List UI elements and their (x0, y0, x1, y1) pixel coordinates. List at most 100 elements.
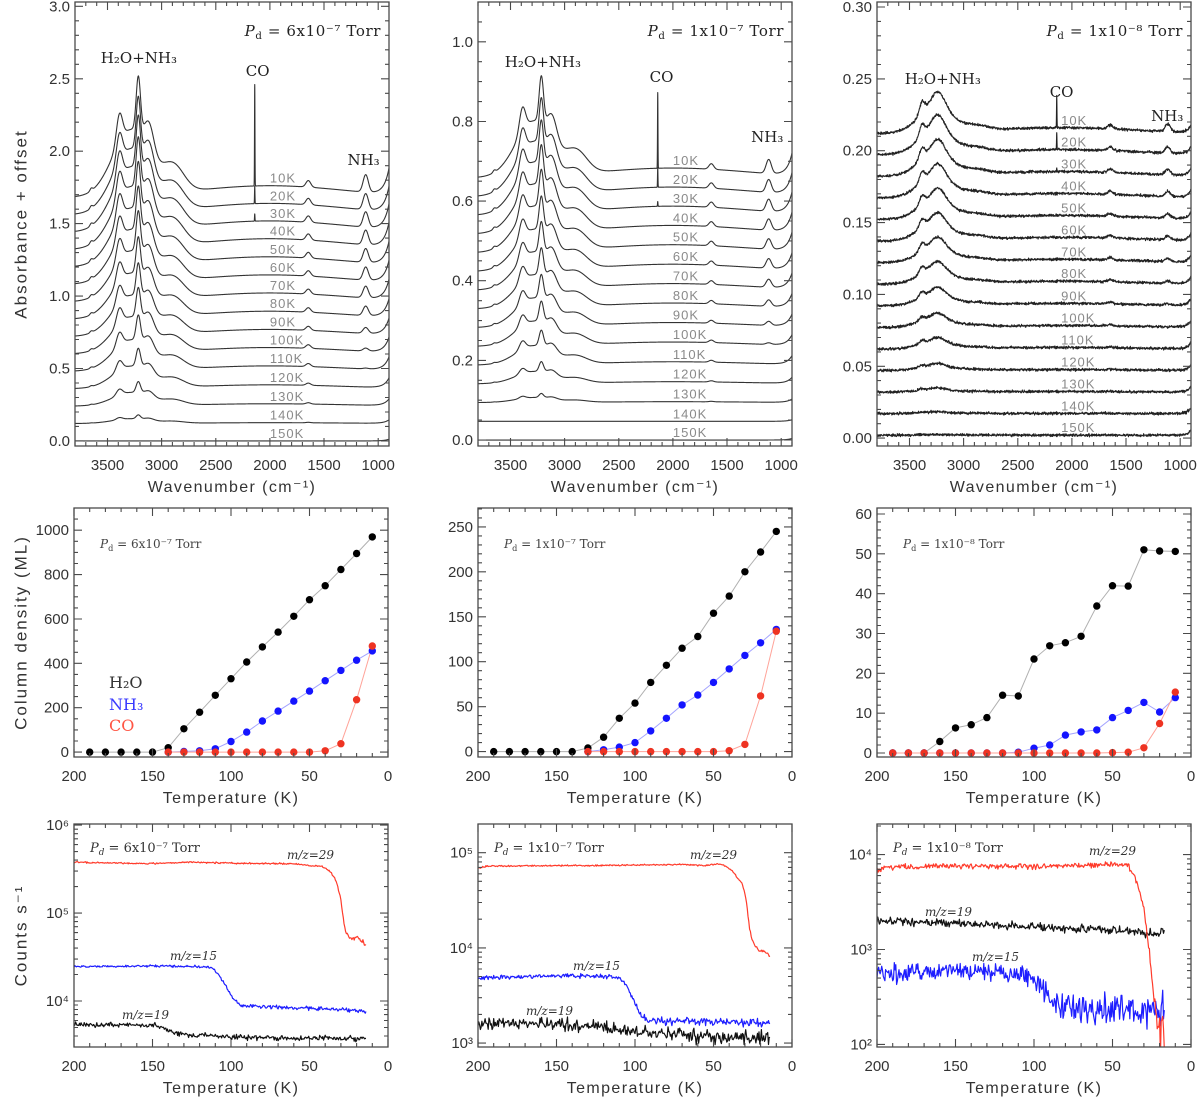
data-point-h2o (983, 713, 991, 722)
pressure-subscript: d (658, 31, 665, 42)
temperature-label: 120K (270, 370, 304, 385)
data-point-co (725, 747, 733, 755)
data-point-h2o (117, 748, 125, 756)
y-tick-label: 10⁵ (46, 905, 69, 922)
x-tick-label: 2000 (253, 457, 286, 474)
data-point-h2o (694, 632, 702, 641)
data-point-co (599, 747, 608, 756)
data-point-nh3 (725, 665, 733, 673)
x-tick-label: 200 (864, 1058, 889, 1075)
data-point-h2o (662, 661, 671, 669)
pressure-subscript: d (512, 543, 517, 553)
data-point-h2o (1061, 639, 1070, 647)
data-point-h2o (505, 747, 514, 756)
plot-frame (477, 1, 793, 447)
spectrum-line-140K (478, 419, 792, 422)
pressure-symbol: P (892, 841, 902, 856)
qms-line-mz15 (877, 962, 1165, 1030)
temperature-label: 50K (1061, 200, 1087, 215)
data-point-nh3 (709, 678, 718, 687)
data-point-h2o (243, 658, 251, 666)
data-point-h2o (568, 747, 576, 756)
x-axis-ticks (876, 2, 1192, 446)
data-point-h2o (1171, 547, 1180, 556)
x-tick-label: 100 (218, 1058, 243, 1075)
data-point-h2o (951, 724, 960, 732)
data-point-h2o (1140, 546, 1148, 554)
data-point-h2o (258, 643, 267, 651)
temperature-label: 110K (1061, 332, 1094, 347)
pressure-symbol: P (89, 841, 99, 856)
x-tick-label: 0 (1187, 1058, 1195, 1075)
pressure-annotation: Pd = 1x10⁻⁷ Torr (647, 22, 785, 42)
x-axis-ticks (477, 2, 793, 446)
spectrum-line-90K (478, 273, 792, 328)
temperature-label: 90K (1061, 288, 1087, 303)
temperature-label: 100K (673, 327, 707, 342)
qms-series (478, 863, 771, 1046)
y-tick-label: 1000 (36, 522, 69, 539)
data-point-h2o (1077, 632, 1085, 640)
data-point-h2o (321, 582, 329, 590)
panel-spectra-6e-7: 10K 20K 30K 40K 50K 60K 70K 80K 90K 100K 110K 120K 1… (11, 0, 394, 496)
x-tick-label: 50 (705, 1058, 722, 1075)
y-axis-ticks (75, 5, 389, 442)
band-label: CO (1050, 83, 1074, 101)
x-tick-label: 0 (1187, 768, 1195, 785)
spectrum-line-10K (75, 75, 389, 198)
y-tick-label: 0.25 (843, 71, 872, 88)
y-tick-label: 10⁴ (849, 847, 872, 864)
series-line-h2o (493, 531, 777, 753)
x-axis-title: Temperature (K) (567, 1080, 704, 1097)
y-tick-label: 2.0 (49, 143, 70, 160)
data-point-co (1155, 719, 1164, 728)
pressure-value: = 1x10⁻⁷ Torr (517, 537, 605, 551)
x-tick-label: 1000 (362, 457, 395, 474)
data-point-nh3 (337, 666, 345, 675)
x-tick-label: 200 (465, 1058, 490, 1075)
y-axis-ticks (74, 824, 388, 1048)
x-tick-label: 2500 (1001, 457, 1034, 474)
temperature-label: 10K (673, 153, 699, 168)
series-line-h2o (892, 549, 1176, 754)
temperature-label: 110K (270, 351, 303, 366)
data-point-co (678, 747, 686, 756)
pressure-subscript: d (503, 848, 509, 858)
x-tick-label: 50 (1104, 768, 1121, 785)
legend-label-co: CO (109, 716, 134, 735)
temperature-label: 120K (1061, 355, 1095, 370)
temperature-label: 140K (1061, 398, 1095, 413)
data-point-h2o (615, 714, 623, 722)
data-point-h2o (537, 747, 545, 756)
data-point-h2o (741, 568, 749, 576)
y-tick-label: 10 (855, 705, 872, 722)
data-point-co (772, 627, 780, 635)
x-tick-label: 1000 (765, 457, 798, 474)
spectrum-line-150K (478, 437, 792, 441)
pressure-symbol: P (902, 537, 912, 551)
y-tick-label: 1.0 (452, 34, 473, 51)
pressure-value: = 1x10⁻⁷ Torr (665, 22, 784, 40)
pressure-subscript: d (99, 848, 105, 858)
data-point-h2o (1030, 655, 1038, 663)
band-label: H₂O+NH₃ (505, 53, 581, 71)
temperature-label: 150K (1061, 420, 1095, 435)
spectrum-line-50K (478, 168, 792, 253)
temperature-label: 50K (673, 230, 699, 245)
data-point-co (615, 747, 623, 756)
x-tick-label: 3000 (145, 457, 178, 474)
temperature-label: 40K (673, 210, 699, 225)
qms-line-mz19 (74, 1021, 367, 1043)
x-tick-label: 150 (140, 1058, 165, 1075)
data-point-co (694, 747, 702, 756)
data-point-h2o (1046, 642, 1054, 650)
temperature-label: 30K (270, 206, 296, 221)
panel-qms-6e-7: m/z=29 m/z=15 m/z=19 200 150 100 50 0 10⁴ 10⁵ 10⁶ T… (11, 817, 392, 1097)
series-line-co (892, 691, 1176, 754)
x-tick-label: 200 (61, 768, 86, 785)
y-axis-ticks (877, 825, 1191, 1045)
pressure-value: = 1x10⁻⁷ Torr (508, 841, 604, 856)
spectrum-line-20K (877, 113, 1191, 156)
spectrum-line-100K (877, 311, 1191, 330)
